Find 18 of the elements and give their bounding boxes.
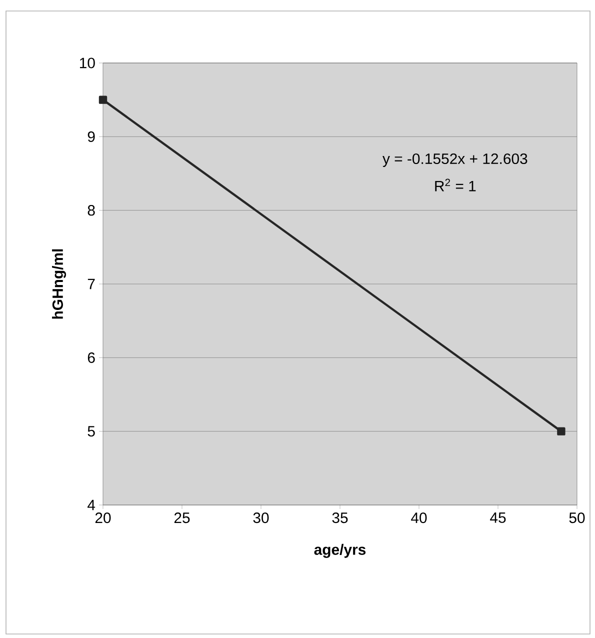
x-tick-label: 35 [332, 512, 348, 524]
y-tick-label: 7 [88, 278, 95, 290]
y-tick-label: 4 [88, 500, 96, 510]
x-tick-label: 25 [174, 512, 190, 524]
y-axis-title: hGHng/ml [52, 249, 66, 319]
x-tick-label: 40 [411, 512, 427, 524]
y-tick-label: 8 [88, 205, 95, 216]
y-tick-label: 10 [80, 58, 95, 68]
x-tick-label: 30 [253, 512, 269, 524]
x-tick-label: 45 [490, 512, 506, 523]
annotation: R$^{2}$ = 1 [435, 178, 476, 192]
y-tick-label: 5 [88, 426, 95, 437]
x-tick-label: 20 [95, 512, 111, 524]
x-tick-label: 50 [569, 512, 585, 524]
x-axis-title: age/yrs [314, 544, 366, 558]
y-tick-label: 6 [88, 352, 95, 363]
annotation: y = -0.1552x + 12.603 [382, 153, 528, 167]
y-tick-label: 9 [88, 131, 95, 142]
